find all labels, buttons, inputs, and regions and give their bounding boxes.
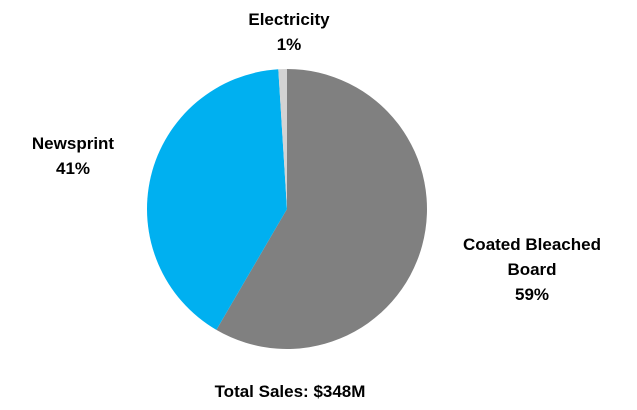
pie-slices [146, 69, 427, 349]
pie-slice-coated-bleached-board [216, 69, 427, 349]
slice-value-newsprint: 41% [56, 159, 90, 178]
pie-slice-electricity [278, 69, 287, 209]
pie-slice-newsprint [146, 69, 287, 330]
slice-label-coated-bleached-board-line2: Board [507, 260, 556, 279]
slice-value-coated-bleached-board: 59% [515, 285, 549, 304]
chart-caption: Total Sales: $348M [215, 382, 366, 401]
slice-label-electricity: Electricity [248, 10, 330, 29]
slice-label-coated-bleached-board-line1: Coated Bleached [463, 235, 601, 254]
slice-value-electricity: 1% [277, 35, 302, 54]
slice-label-newsprint: Newsprint [32, 134, 115, 153]
